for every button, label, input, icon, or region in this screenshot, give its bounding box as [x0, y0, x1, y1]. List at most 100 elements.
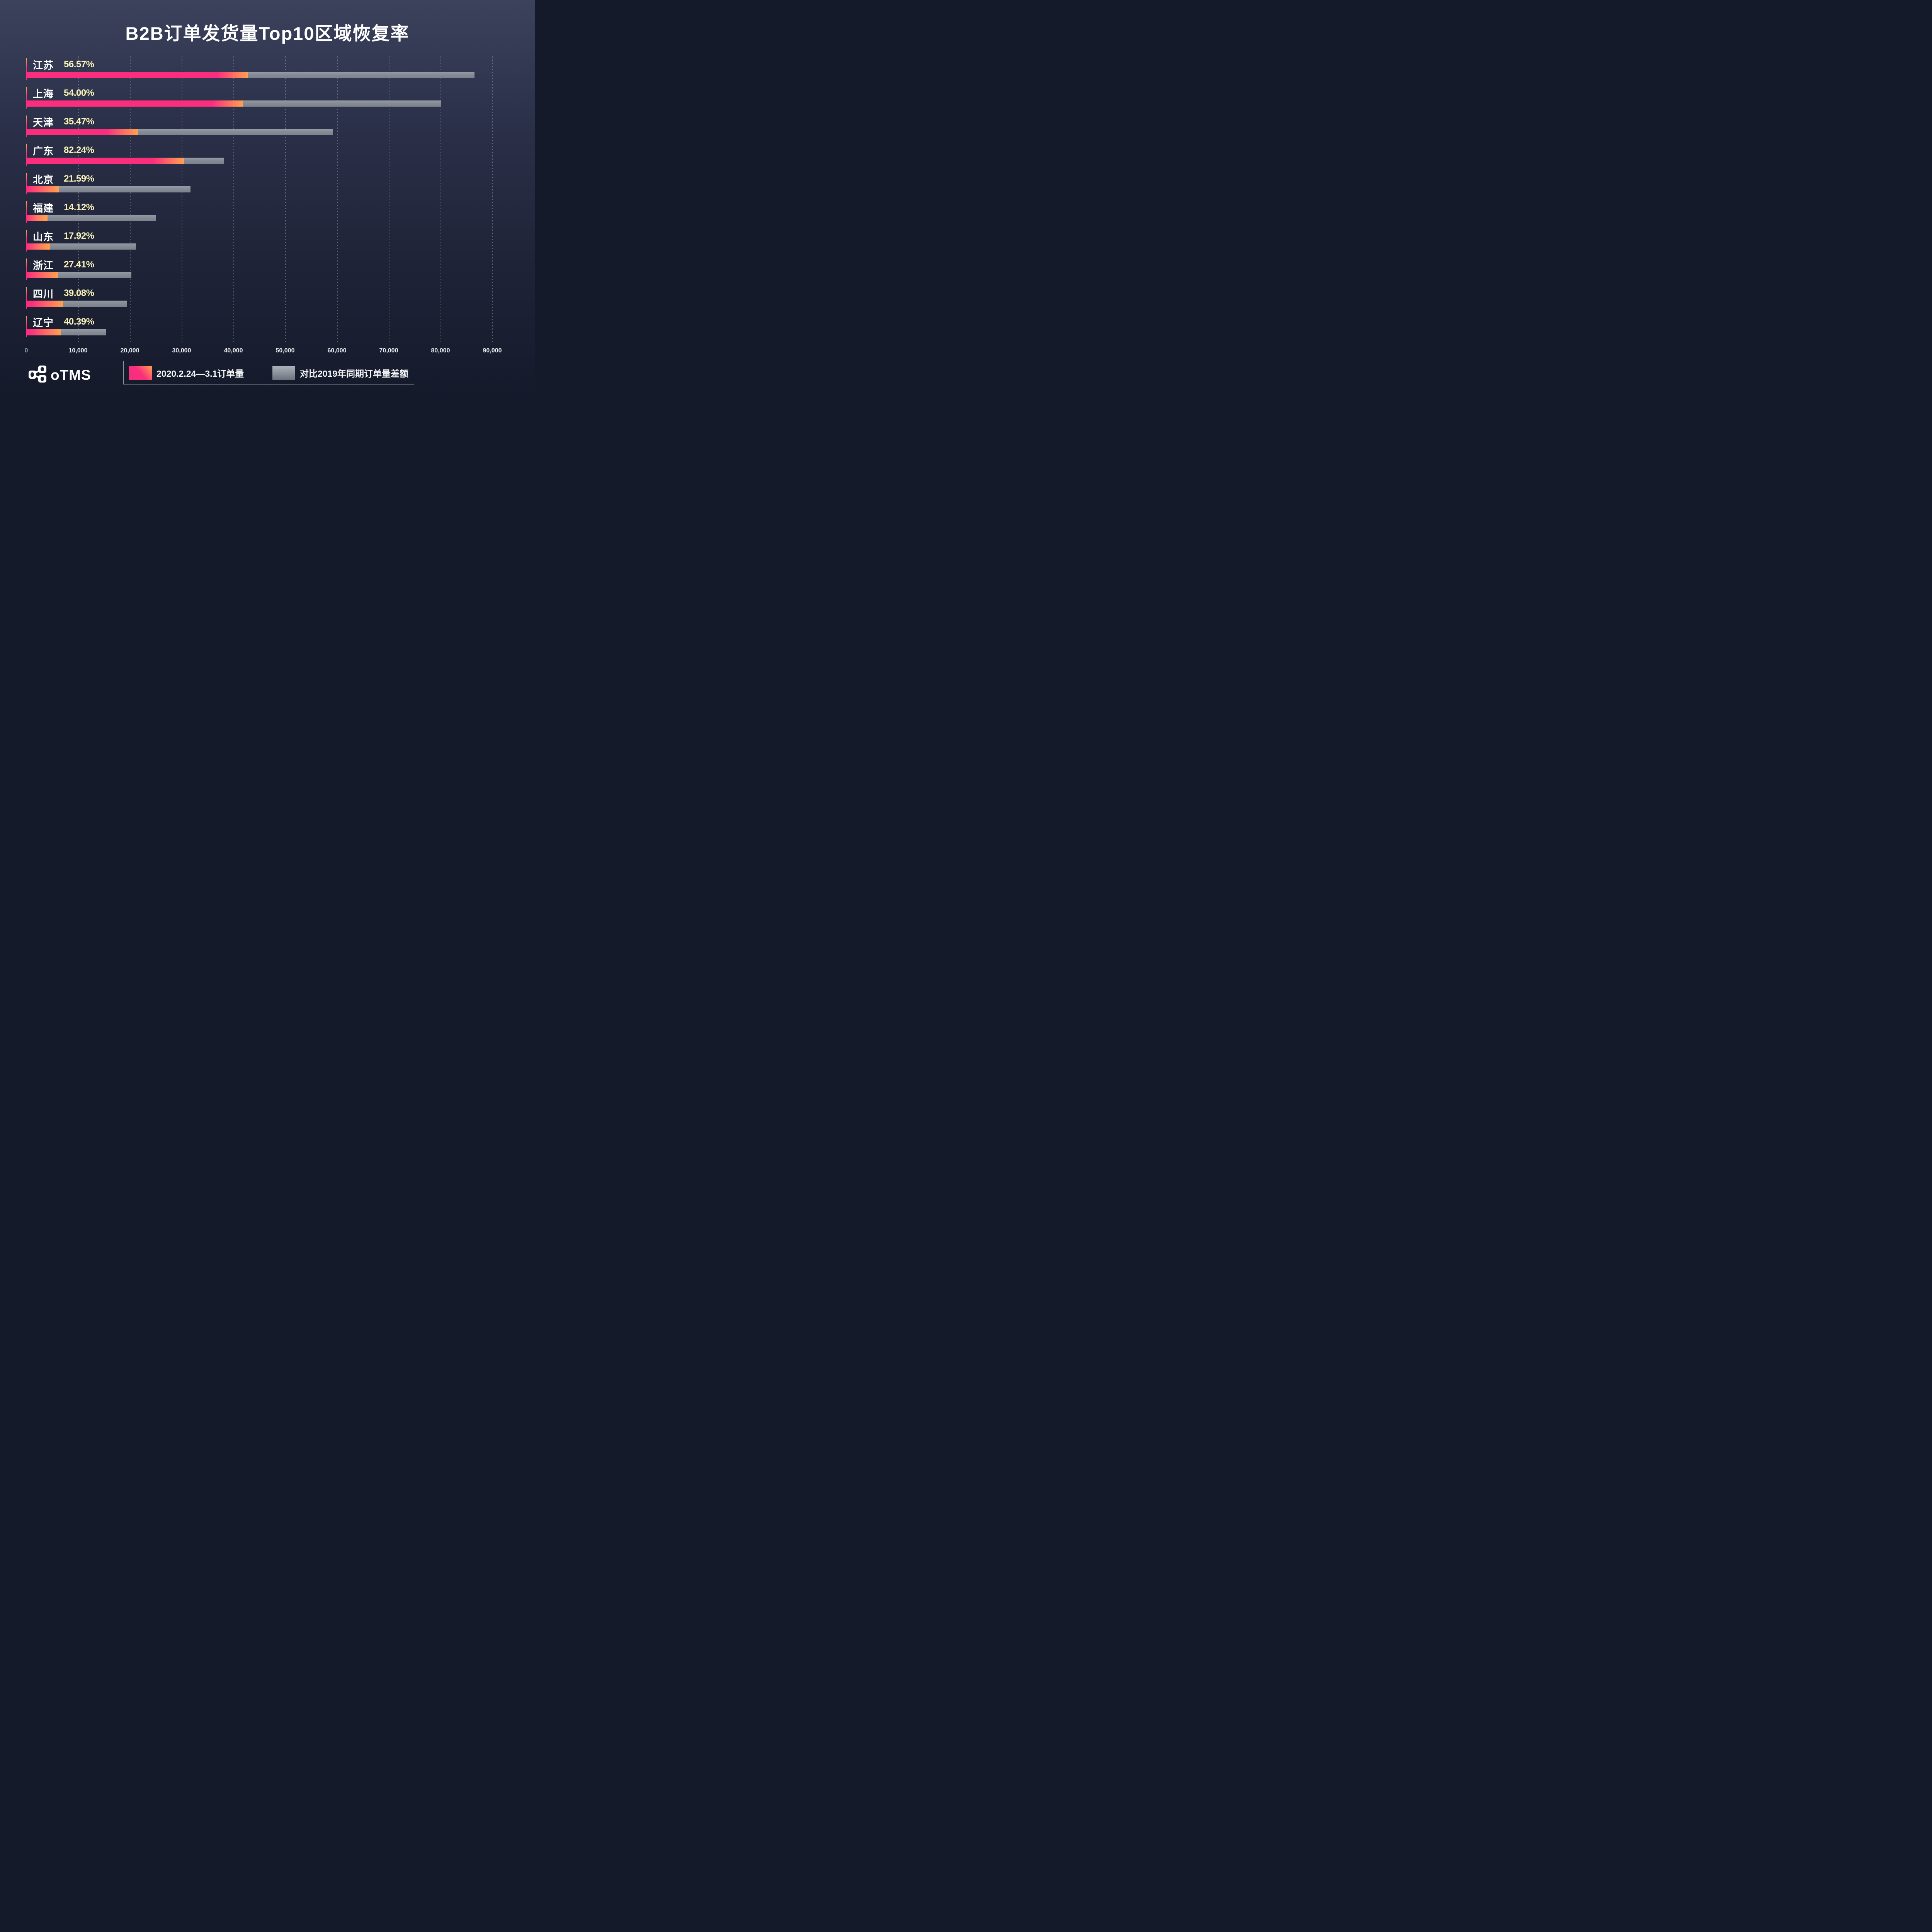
otms-logo-icon — [29, 366, 47, 384]
axis-tick-label: 70,000 — [379, 347, 398, 354]
bar-row: 上海 54.00% — [0, 86, 535, 114]
bar-row: 天津 35.47% — [0, 114, 535, 143]
axis-tick-label: 10,000 — [68, 347, 88, 354]
bar-track — [26, 186, 535, 192]
gridline — [440, 56, 441, 344]
bar-2020-orders — [26, 100, 243, 107]
province-label: 浙江 — [33, 259, 54, 271]
bar-track — [26, 243, 535, 250]
gridline — [285, 56, 286, 344]
bar-2020-orders — [26, 215, 48, 221]
recovery-rate-label: 21.59% — [64, 173, 94, 184]
bar-2020-orders — [26, 301, 63, 307]
legend-label-2019-diff: 对比2019年同期订单量差额 — [299, 368, 408, 379]
axis-tick-label: 20,000 — [120, 347, 139, 354]
bar-track — [26, 158, 535, 164]
bar-track — [26, 215, 535, 221]
axis-tick-label: 60,000 — [327, 347, 347, 354]
bar-row: 福建 14.12% — [0, 200, 535, 229]
row-accent-line — [26, 173, 27, 194]
province-label: 广东 — [33, 145, 54, 157]
axis-tick-label: 50,000 — [276, 347, 295, 354]
row-header: 广东 82.24% — [26, 143, 535, 158]
row-header: 北京 21.59% — [26, 172, 535, 186]
row-accent-line — [26, 287, 27, 309]
row-header: 辽宁 40.39% — [26, 315, 535, 329]
bar-2019-diff — [47, 215, 156, 221]
recovery-rate-label: 35.47% — [64, 116, 94, 127]
bar-track — [26, 329, 535, 335]
legend-item-2019-diff: 对比2019年同期订单量差额 — [272, 366, 408, 380]
axis-tick-label: 90,000 — [483, 347, 502, 354]
row-header: 浙江 27.41% — [26, 257, 535, 272]
bar-2019-diff — [63, 301, 128, 307]
otms-logo-text: oTMS — [51, 367, 91, 383]
recovery-rate-label: 82.24% — [64, 145, 94, 155]
bar-2020-orders — [26, 243, 50, 250]
recovery-rate-label: 14.12% — [64, 202, 94, 213]
bar-2020-orders — [26, 329, 61, 335]
bar-track — [26, 72, 535, 78]
province-label: 福建 — [33, 202, 54, 214]
chart-title: B2B订单发货量Top10区域恢复率 — [125, 23, 410, 44]
bar-track — [26, 272, 535, 278]
axis-tick-label: 0 — [24, 347, 28, 354]
row-header: 四川 39.08% — [26, 286, 535, 301]
bar-row: 江苏 56.57% — [0, 57, 535, 86]
bar-row: 北京 21.59% — [0, 172, 535, 200]
legend-label-2020: 2020.2.24—3.1订单量 — [156, 368, 244, 379]
bar-row: 广东 82.24% — [0, 143, 535, 172]
gridline — [78, 56, 79, 344]
recovery-rate-label: 27.41% — [64, 259, 94, 270]
recovery-rate-label: 56.57% — [64, 59, 94, 70]
row-header: 上海 54.00% — [26, 86, 535, 100]
legend-box: 2020.2.24—3.1订单量 对比2019年同期订单量差额 — [123, 361, 414, 384]
gridline — [233, 56, 234, 344]
axis-tick-label: 80,000 — [431, 347, 450, 354]
gridline — [337, 56, 338, 344]
row-accent-line — [26, 87, 27, 109]
province-label: 山东 — [33, 231, 54, 243]
bar-rows: 江苏 56.57% 上海 54.00% 天津 35.47% — [0, 57, 535, 343]
bar-track — [26, 100, 535, 107]
x-axis: 0 10,000 20,000 30,000 40,000 50,000 60,000 70,… — [0, 347, 535, 357]
bar-2019-diff — [248, 72, 475, 78]
bar-row: 山东 17.92% — [0, 229, 535, 257]
row-accent-line — [26, 201, 27, 223]
row-header: 江苏 56.57% — [26, 57, 535, 72]
chart-canvas: B2B订单发货量Top10区域恢复率 江苏 56.57% 上海 54.00% 天… — [0, 0, 535, 395]
legend-swatch-2019-diff-icon — [272, 366, 295, 380]
bar-track — [26, 129, 535, 135]
bar-2019-diff — [138, 129, 333, 135]
province-label: 上海 — [33, 88, 54, 100]
bar-2019-diff — [184, 158, 224, 164]
axis-tick-label: 40,000 — [224, 347, 243, 354]
axis-tick-label: 30,000 — [172, 347, 191, 354]
row-accent-line — [26, 230, 27, 252]
row-accent-line — [26, 116, 27, 137]
row-accent-line — [26, 316, 27, 337]
recovery-rate-label: 39.08% — [64, 288, 94, 298]
row-accent-line — [26, 58, 27, 80]
bar-2020-orders — [26, 272, 58, 278]
province-label: 天津 — [33, 116, 54, 128]
recovery-rate-label: 40.39% — [64, 316, 94, 327]
row-accent-line — [26, 259, 27, 280]
province-label: 辽宁 — [33, 316, 54, 328]
bar-2019-diff — [61, 329, 106, 335]
province-label: 北京 — [33, 173, 54, 185]
gridline — [492, 56, 493, 344]
bar-2019-diff — [50, 243, 136, 250]
bar-track — [26, 301, 535, 307]
bar-row: 浙江 27.41% — [0, 257, 535, 286]
bar-2019-diff — [59, 186, 190, 192]
province-label: 江苏 — [33, 59, 54, 71]
bar-2019-diff — [58, 272, 131, 278]
bar-2020-orders — [26, 72, 248, 78]
gridline — [130, 56, 131, 344]
otms-logo: oTMS — [29, 366, 91, 384]
row-header: 山东 17.92% — [26, 229, 535, 243]
row-header: 福建 14.12% — [26, 200, 535, 215]
legend-item-2020: 2020.2.24—3.1订单量 — [129, 366, 244, 380]
bar-2020-orders — [26, 158, 184, 164]
